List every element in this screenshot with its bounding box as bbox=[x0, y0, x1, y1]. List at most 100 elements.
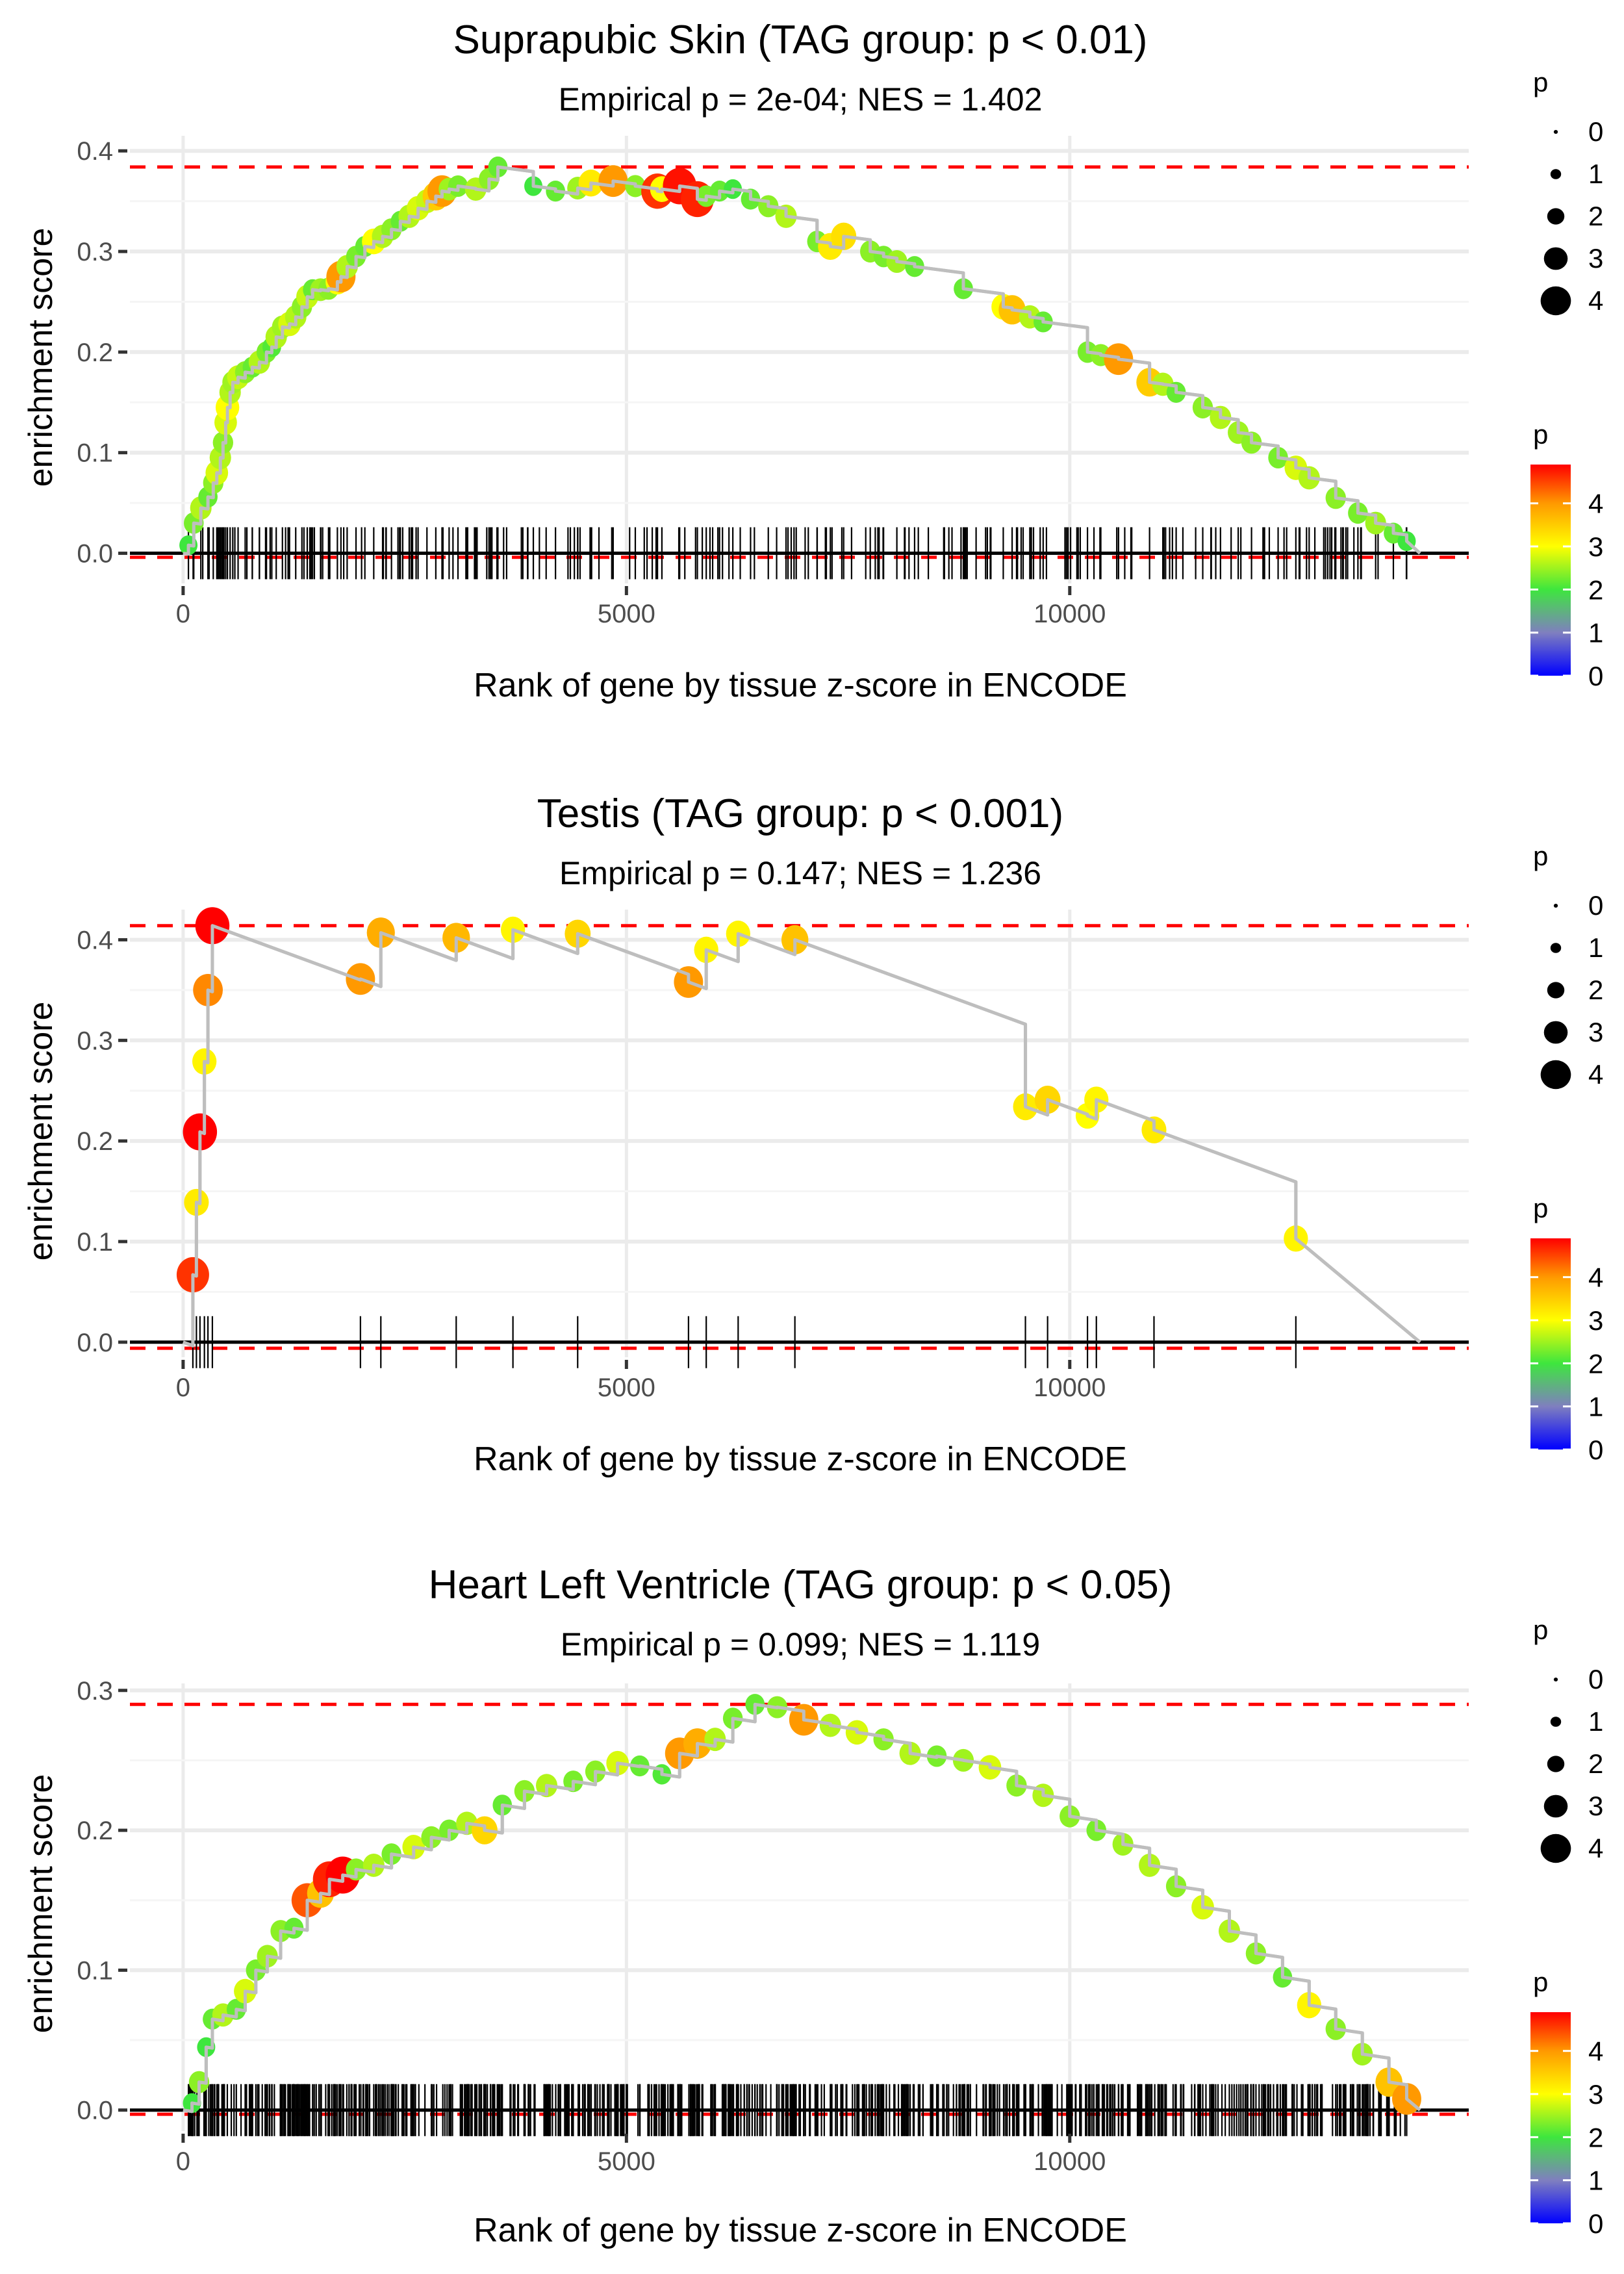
plot-area: 0.0 0.1 0.2 0.3 0.4 0 5000 10000 bbox=[77, 136, 1469, 628]
size-legend-label: 0 bbox=[1588, 1664, 1603, 1694]
colorbar-label: 4 bbox=[1588, 1262, 1603, 1293]
legend: p 0 1 2 3 4 p 0 1 2 3 4 bbox=[1530, 1615, 1603, 2239]
size-legend-label: 1 bbox=[1588, 1706, 1603, 1737]
colorbar-label: 4 bbox=[1588, 489, 1603, 519]
colorbar-label: 3 bbox=[1588, 1305, 1603, 1336]
plot-area: 0.0 0.1 0.2 0.3 0 5000 10000 bbox=[77, 1677, 1469, 2176]
plot-area: 0.0 0.1 0.2 0.3 0.4 0 5000 10000 bbox=[77, 907, 1469, 1402]
size-legend-label: 1 bbox=[1588, 159, 1603, 189]
colorbar-label: 0 bbox=[1588, 2208, 1603, 2239]
chart-heart-left-ventricle: Heart Left Ventricle (TAG group: p < 0.0… bbox=[22, 1563, 1603, 2249]
colorbar-label: 4 bbox=[1588, 2036, 1603, 2067]
chart-subtitle: Empirical p = 0.147; NES = 1.236 bbox=[559, 855, 1041, 891]
y-tick-label: 0.3 bbox=[77, 238, 113, 266]
gene-rug bbox=[187, 527, 1408, 580]
size-legend-label: 0 bbox=[1588, 890, 1603, 921]
legend: p 0 1 2 3 4 p 0 1 2 3 4 bbox=[1530, 67, 1603, 691]
size-legend-key bbox=[1540, 1833, 1571, 1863]
size-legend-label: 2 bbox=[1588, 1748, 1603, 1779]
color-legend-title: p bbox=[1533, 1193, 1548, 1223]
size-legend-title: p bbox=[1533, 841, 1548, 871]
es-running-line bbox=[183, 1702, 1421, 2114]
colorbar-label: 1 bbox=[1588, 618, 1603, 648]
size-legend-key bbox=[1553, 1678, 1558, 1681]
x-tick-label: 5000 bbox=[598, 1373, 655, 1402]
size-legend-key bbox=[1547, 1756, 1565, 1772]
es-running-line bbox=[183, 165, 1421, 556]
size-legend-label: 3 bbox=[1588, 1791, 1603, 1821]
colorbar bbox=[1530, 465, 1571, 676]
color-legend-title: p bbox=[1533, 1967, 1548, 1997]
chart-subtitle: Empirical p = 0.099; NES = 1.119 bbox=[561, 1626, 1040, 1663]
size-legend-key bbox=[1553, 130, 1558, 134]
y-tick-label: 0.1 bbox=[77, 1956, 113, 1985]
gene-rug bbox=[188, 2084, 1408, 2136]
chart-subtitle: Empirical p = 2e-04; NES = 1.402 bbox=[559, 81, 1043, 118]
x-tick-label: 0 bbox=[176, 600, 190, 628]
size-legend-label: 3 bbox=[1588, 243, 1603, 274]
size-legend-key bbox=[1540, 1060, 1571, 1090]
x-tick-label: 10000 bbox=[1034, 2147, 1106, 2176]
size-legend-label: 2 bbox=[1588, 975, 1603, 1005]
size-legend-key bbox=[1550, 169, 1562, 179]
colorbar-label: 1 bbox=[1588, 2165, 1603, 2196]
y-tick-label: 0.4 bbox=[77, 137, 113, 166]
colorbar-label: 2 bbox=[1588, 574, 1603, 605]
y-axis-label: enrichment score bbox=[22, 1774, 60, 2034]
y-tick-label: 0.2 bbox=[77, 339, 113, 367]
size-legend-label: 4 bbox=[1588, 285, 1603, 316]
size-legend-label: 1 bbox=[1588, 932, 1603, 963]
y-tick-label: 0.3 bbox=[77, 1677, 113, 1706]
chart-title: Testis (TAG group: p < 0.001) bbox=[537, 791, 1063, 836]
size-legend-key bbox=[1550, 1717, 1562, 1727]
colorbar bbox=[1530, 2012, 1571, 2223]
x-axis-label: Rank of gene by tissue z-score in ENCODE bbox=[474, 667, 1127, 704]
x-tick-label: 5000 bbox=[598, 2147, 655, 2176]
x-tick-label: 10000 bbox=[1034, 600, 1106, 628]
y-tick-label: 0.2 bbox=[77, 1817, 113, 1845]
colorbar-label: 1 bbox=[1588, 1392, 1603, 1422]
size-legend-key bbox=[1543, 1021, 1568, 1044]
colorbar-label: 0 bbox=[1588, 661, 1603, 691]
size-legend-label: 4 bbox=[1588, 1833, 1603, 1863]
size-legend-key bbox=[1543, 1795, 1568, 1818]
y-tick-label: 0.3 bbox=[77, 1027, 113, 1055]
size-legend-key bbox=[1550, 943, 1562, 953]
colorbar-label: 2 bbox=[1588, 1348, 1603, 1379]
legend: p 0 1 2 3 4 p 0 1 2 3 4 bbox=[1530, 841, 1603, 1465]
x-tick-label: 10000 bbox=[1034, 1373, 1106, 1402]
x-tick-label: 0 bbox=[176, 2147, 190, 2176]
colorbar-label: 3 bbox=[1588, 2079, 1603, 2110]
x-tick-label: 0 bbox=[176, 1373, 190, 1402]
y-tick-label: 0.0 bbox=[77, 540, 113, 568]
size-legend-label: 3 bbox=[1588, 1017, 1603, 1047]
chart-title: Heart Left Ventricle (TAG group: p < 0.0… bbox=[429, 1563, 1173, 1607]
es-running-line-overlay bbox=[183, 1702, 1421, 2114]
es-running-line-overlay bbox=[183, 924, 1421, 1348]
size-legend-key bbox=[1540, 286, 1571, 316]
colorbar-label: 0 bbox=[1588, 1435, 1603, 1465]
colorbar-label: 2 bbox=[1588, 2122, 1603, 2153]
size-legend-label: 0 bbox=[1588, 116, 1603, 147]
es-running-line-overlay bbox=[183, 165, 1421, 556]
chart-testis: Testis (TAG group: p < 0.001) Empirical … bbox=[22, 791, 1603, 1478]
y-axis-label: enrichment score bbox=[22, 228, 60, 487]
size-legend-key bbox=[1543, 247, 1568, 270]
y-tick-label: 0.0 bbox=[77, 2097, 113, 2125]
size-legend-label: 2 bbox=[1588, 201, 1603, 231]
colorbar bbox=[1530, 1238, 1571, 1450]
chart-suprapubic-skin: Suprapubic Skin (TAG group: p < 0.01) Em… bbox=[22, 18, 1603, 704]
size-legend-key bbox=[1553, 904, 1558, 908]
x-axis-label: Rank of gene by tissue z-score in ENCODE bbox=[474, 1440, 1127, 1478]
size-legend-title: p bbox=[1533, 67, 1548, 97]
colorbar-label: 3 bbox=[1588, 531, 1603, 562]
x-axis-label: Rank of gene by tissue z-score in ENCODE bbox=[474, 2212, 1127, 2249]
y-axis-label: enrichment score bbox=[22, 1002, 60, 1261]
size-legend-title: p bbox=[1533, 1615, 1548, 1645]
size-legend-key bbox=[1547, 982, 1565, 999]
chart-title: Suprapubic Skin (TAG group: p < 0.01) bbox=[453, 18, 1148, 62]
size-legend-key bbox=[1547, 208, 1565, 225]
y-tick-label: 0.2 bbox=[77, 1127, 113, 1156]
color-legend-title: p bbox=[1533, 419, 1548, 450]
